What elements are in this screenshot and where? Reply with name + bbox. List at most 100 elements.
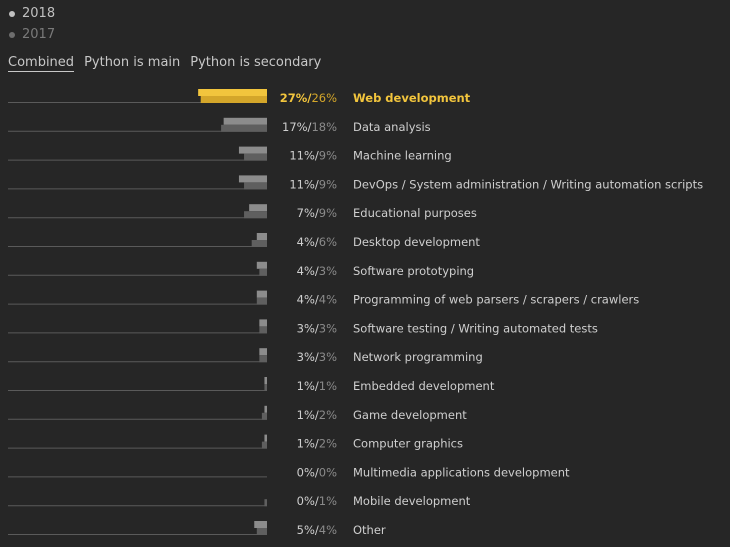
legend-label-2018: 2018 xyxy=(22,6,56,21)
value-2018: 11%/ xyxy=(289,149,319,163)
value-2017: 4% xyxy=(319,293,337,307)
filter-tabs: Combined Python is main Python is second… xyxy=(8,55,331,72)
legend-label-2017: 2017 xyxy=(22,27,56,42)
value-2017: 6% xyxy=(319,235,337,249)
category-label: Computer graphics xyxy=(353,437,463,451)
category-label: Software prototyping xyxy=(353,264,474,278)
value-2017: 2% xyxy=(319,437,337,451)
value-label: 4%/4% xyxy=(297,293,337,307)
bar-2018 xyxy=(223,117,267,125)
value-2017: 0% xyxy=(319,465,337,479)
value-2018: 4%/ xyxy=(297,235,319,249)
bar-2018 xyxy=(254,521,267,528)
category-label: Network programming xyxy=(353,350,483,364)
category-label: DevOps / System administration / Writing… xyxy=(353,177,703,191)
value-label: 3%/3% xyxy=(297,321,337,335)
value-2017: 2% xyxy=(319,408,337,422)
bar-2018 xyxy=(264,377,267,384)
bar-2017 xyxy=(261,441,267,449)
value-2017: 26% xyxy=(311,91,337,105)
category-label: Mobile development xyxy=(353,494,471,508)
value-label: 4%/3% xyxy=(297,264,337,278)
bar-2017 xyxy=(200,96,267,103)
legend-dot-2017 xyxy=(9,31,15,38)
tab-python-secondary[interactable]: Python is secondary xyxy=(190,55,322,70)
value-label: 1%/2% xyxy=(297,437,337,451)
value-2017: 9% xyxy=(319,177,337,191)
value-2018: 5%/ xyxy=(297,523,319,537)
value-2018: 0%/ xyxy=(297,494,319,508)
bar-2017 xyxy=(256,297,267,305)
bar-2017 xyxy=(244,182,267,190)
bar-2017 xyxy=(256,528,267,535)
value-label: 17%/18% xyxy=(282,120,337,134)
category-label: Desktop development xyxy=(353,235,480,249)
bar-2017 xyxy=(264,499,267,507)
value-2017: 3% xyxy=(319,264,337,278)
bar-2018 xyxy=(198,89,267,96)
value-2018: 1%/ xyxy=(297,379,319,393)
bar-2018 xyxy=(249,204,267,212)
bar-2018 xyxy=(238,146,267,154)
bar-2018 xyxy=(264,405,267,413)
category-label: Data analysis xyxy=(353,120,431,134)
bar-2017 xyxy=(244,153,267,161)
value-label: 11%/9% xyxy=(289,149,337,163)
bar-2017 xyxy=(259,326,267,334)
bar-2017 xyxy=(259,268,267,276)
bar-2018 xyxy=(256,261,267,269)
legend-item-2017[interactable]: 2017 xyxy=(9,24,55,45)
value-2017: 3% xyxy=(319,321,337,335)
value-label: 7%/9% xyxy=(297,206,337,220)
tab-python-main[interactable]: Python is main xyxy=(84,55,181,70)
value-2018: 0%/ xyxy=(297,465,319,479)
value-2018: 3%/ xyxy=(297,350,319,364)
value-label: 1%/2% xyxy=(297,408,337,422)
tab-combined[interactable]: Combined xyxy=(8,55,75,72)
bar-2018 xyxy=(238,175,267,183)
bar-2017 xyxy=(221,124,267,132)
bar-2018 xyxy=(256,233,267,240)
value-2018: 27%/ xyxy=(280,91,313,105)
bar-2017 xyxy=(261,412,267,420)
value-label: 4%/6% xyxy=(297,235,337,249)
bar-2017 xyxy=(251,240,267,247)
value-2018: 17%/ xyxy=(282,120,312,134)
value-2017: 18% xyxy=(311,120,337,134)
value-2018: 7%/ xyxy=(297,206,319,220)
bar-2018 xyxy=(259,319,267,327)
value-2017: 9% xyxy=(319,149,337,163)
value-2018: 1%/ xyxy=(297,437,319,451)
value-label: 1%/1% xyxy=(297,379,337,393)
value-label: 0%/1% xyxy=(297,494,337,508)
category-label: Machine learning xyxy=(353,149,452,163)
value-2018: 1%/ xyxy=(297,408,319,422)
legend-dot-2018 xyxy=(9,10,15,17)
value-label: 27%/26% xyxy=(280,91,337,105)
category-label: Embedded development xyxy=(353,379,495,393)
value-label: 11%/9% xyxy=(289,177,337,191)
bar-2017 xyxy=(264,384,267,391)
bar-2017 xyxy=(259,355,267,363)
category-label: Educational purposes xyxy=(353,206,477,220)
category-label: Software testing / Writing automated tes… xyxy=(353,321,598,335)
value-2018: 4%/ xyxy=(297,293,319,307)
value-label: 5%/4% xyxy=(297,523,337,537)
bar-2018 xyxy=(264,434,267,442)
value-2018: 4%/ xyxy=(297,264,319,278)
value-label: 3%/3% xyxy=(297,350,337,364)
category-label: Other xyxy=(353,523,386,537)
legend-item-2018[interactable]: 2018 xyxy=(9,3,55,24)
bar-2017 xyxy=(244,211,267,219)
value-2018: 3%/ xyxy=(297,321,319,335)
bar-2018 xyxy=(259,348,267,356)
bar-2018 xyxy=(256,290,267,298)
category-label: Game development xyxy=(353,408,467,422)
legend: 2018 2017 xyxy=(9,3,55,45)
category-label: Programming of web parsers / scrapers / … xyxy=(353,293,639,307)
value-2018: 11%/ xyxy=(289,177,319,191)
category-label: Web development xyxy=(353,91,471,105)
category-label: Multimedia applications development xyxy=(353,465,570,479)
value-2017: 1% xyxy=(319,379,337,393)
value-2017: 9% xyxy=(319,206,337,220)
